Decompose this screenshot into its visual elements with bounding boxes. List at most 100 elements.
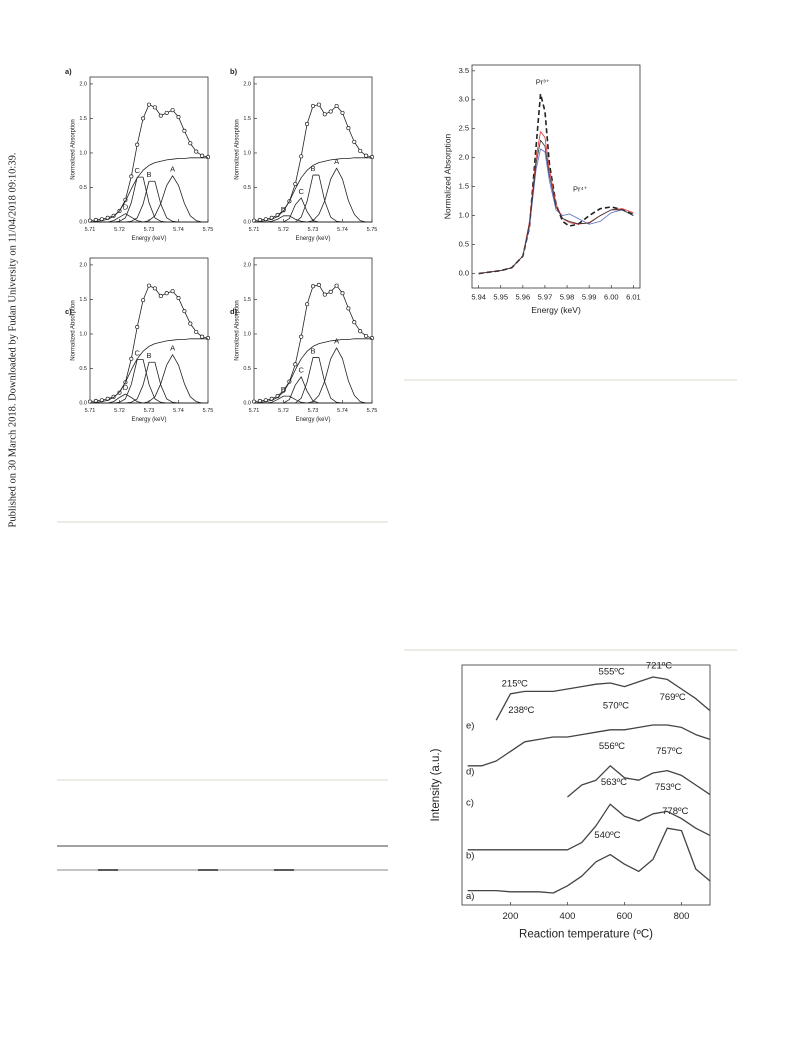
- data-point: [358, 329, 363, 334]
- panel-label: a): [65, 67, 72, 76]
- curve-label: e): [466, 721, 474, 732]
- x-tick-label: 5.71: [85, 408, 96, 414]
- y-axis-label: Normalized Absorption: [71, 300, 77, 360]
- y-tick-label: 0.5: [79, 185, 87, 191]
- x-tick-label: 5.73: [308, 227, 319, 233]
- y-tick-label: 0.5: [243, 366, 251, 372]
- data-point: [152, 286, 157, 291]
- data-point: [340, 110, 345, 115]
- x-tick-label: 5.74: [337, 408, 348, 414]
- data-point: [328, 289, 333, 294]
- x-tick-label: 5.75: [367, 408, 378, 414]
- x-tick-label: 800: [674, 911, 690, 922]
- data-point: [146, 102, 152, 107]
- peak-label: D: [281, 385, 287, 394]
- y-tick-label: 0.0: [79, 400, 87, 406]
- data-point: [205, 336, 211, 341]
- x-axis-label: Energy (keV): [531, 305, 581, 315]
- y-tick-label: 0.5: [243, 185, 251, 191]
- series-line: [253, 157, 372, 223]
- peak-label: A: [170, 165, 175, 174]
- data-point: [200, 153, 205, 158]
- series-line: [478, 139, 634, 274]
- data-point: [141, 116, 146, 121]
- data-point: [205, 155, 211, 160]
- y-tick-label: 0.0: [243, 400, 251, 406]
- peak-label: C: [298, 366, 304, 375]
- series-line: [253, 338, 372, 404]
- data-point: [152, 105, 157, 110]
- series-line: [478, 148, 634, 274]
- data-point: [369, 336, 375, 341]
- y-axis-label: Normalized Absorption: [235, 300, 241, 360]
- data-point: [352, 320, 357, 325]
- x-tick-label: 5.74: [337, 227, 348, 233]
- y-tick-label: 3.5: [459, 66, 469, 75]
- annotation: 753ºC: [655, 782, 681, 793]
- x-tick-label: 5.73: [144, 408, 155, 414]
- data-point: [334, 103, 339, 109]
- y-tick-label: 2.5: [459, 124, 469, 133]
- x-tick-label: 5.97: [538, 292, 553, 301]
- data-point: [182, 309, 187, 314]
- peak-label: A: [334, 337, 339, 346]
- x-tick-label: 400: [560, 911, 576, 922]
- x-tick-label: 200: [503, 911, 519, 922]
- data-point: [316, 102, 321, 107]
- series-line: [89, 338, 208, 404]
- y-tick-label: 0.5: [459, 240, 469, 249]
- annotation: 570ºC: [603, 700, 629, 711]
- series-line: [90, 175, 208, 223]
- plot-frame: [89, 257, 209, 404]
- x-tick-label: 5.71: [85, 227, 96, 233]
- panel-label: d): [230, 307, 238, 316]
- series-line: [254, 167, 372, 223]
- x-tick-label: 5.75: [367, 227, 378, 233]
- series-line: [90, 354, 208, 404]
- peak-label: D: [281, 205, 287, 214]
- x-tick-label: 5.72: [114, 408, 125, 414]
- peak-label: C: [298, 187, 304, 196]
- x-axis-label: Energy (keV): [295, 417, 330, 423]
- x-tick-label: 5.72: [114, 227, 125, 233]
- x-tick-label: 5.71: [249, 227, 260, 233]
- y-tick-label: 0.0: [243, 219, 251, 225]
- y-tick-label: 2.0: [459, 153, 469, 162]
- peak-label: B: [310, 346, 315, 355]
- y-tick-label: 2.0: [243, 81, 251, 87]
- y-axis-label: Normalized Absorption: [235, 119, 241, 179]
- x-tick-label: 5.72: [278, 227, 289, 233]
- data-point: [135, 142, 140, 147]
- annotation: 215ºC: [502, 679, 528, 690]
- data-point: [176, 295, 181, 301]
- annotation: 555ºC: [599, 667, 625, 678]
- annotation: Pr⁴⁺: [573, 185, 588, 194]
- y-axis-label: Normalized Absorption: [442, 133, 452, 219]
- data-point: [293, 181, 298, 187]
- plot-frame: [253, 257, 373, 404]
- data-point: [141, 298, 146, 303]
- x-tick-label: 600: [617, 911, 633, 922]
- x-tick-label: 5.71: [249, 408, 260, 414]
- data-point: [188, 321, 193, 326]
- data-point: [316, 282, 321, 287]
- data-point: [182, 128, 187, 133]
- x-tick-label: 5.74: [173, 227, 184, 233]
- data-point: [146, 283, 152, 288]
- plot-frame: [253, 76, 373, 223]
- data-point: [176, 114, 181, 120]
- peak-label: C: [134, 348, 140, 357]
- data-point: [117, 390, 122, 395]
- x-tick-label: 5.96: [516, 292, 531, 301]
- y-tick-label: 1.5: [79, 297, 87, 303]
- y-tick-label: 1.0: [79, 331, 87, 337]
- x-axis-label: Energy (keV): [131, 236, 166, 242]
- x-axis-label: Reaction temperature (ºC): [519, 928, 653, 940]
- data-point: [299, 154, 304, 159]
- data-point: [328, 109, 333, 114]
- series-line: [467, 724, 711, 767]
- series-line: [495, 676, 711, 721]
- data-point: [322, 112, 327, 117]
- data-point: [194, 149, 199, 154]
